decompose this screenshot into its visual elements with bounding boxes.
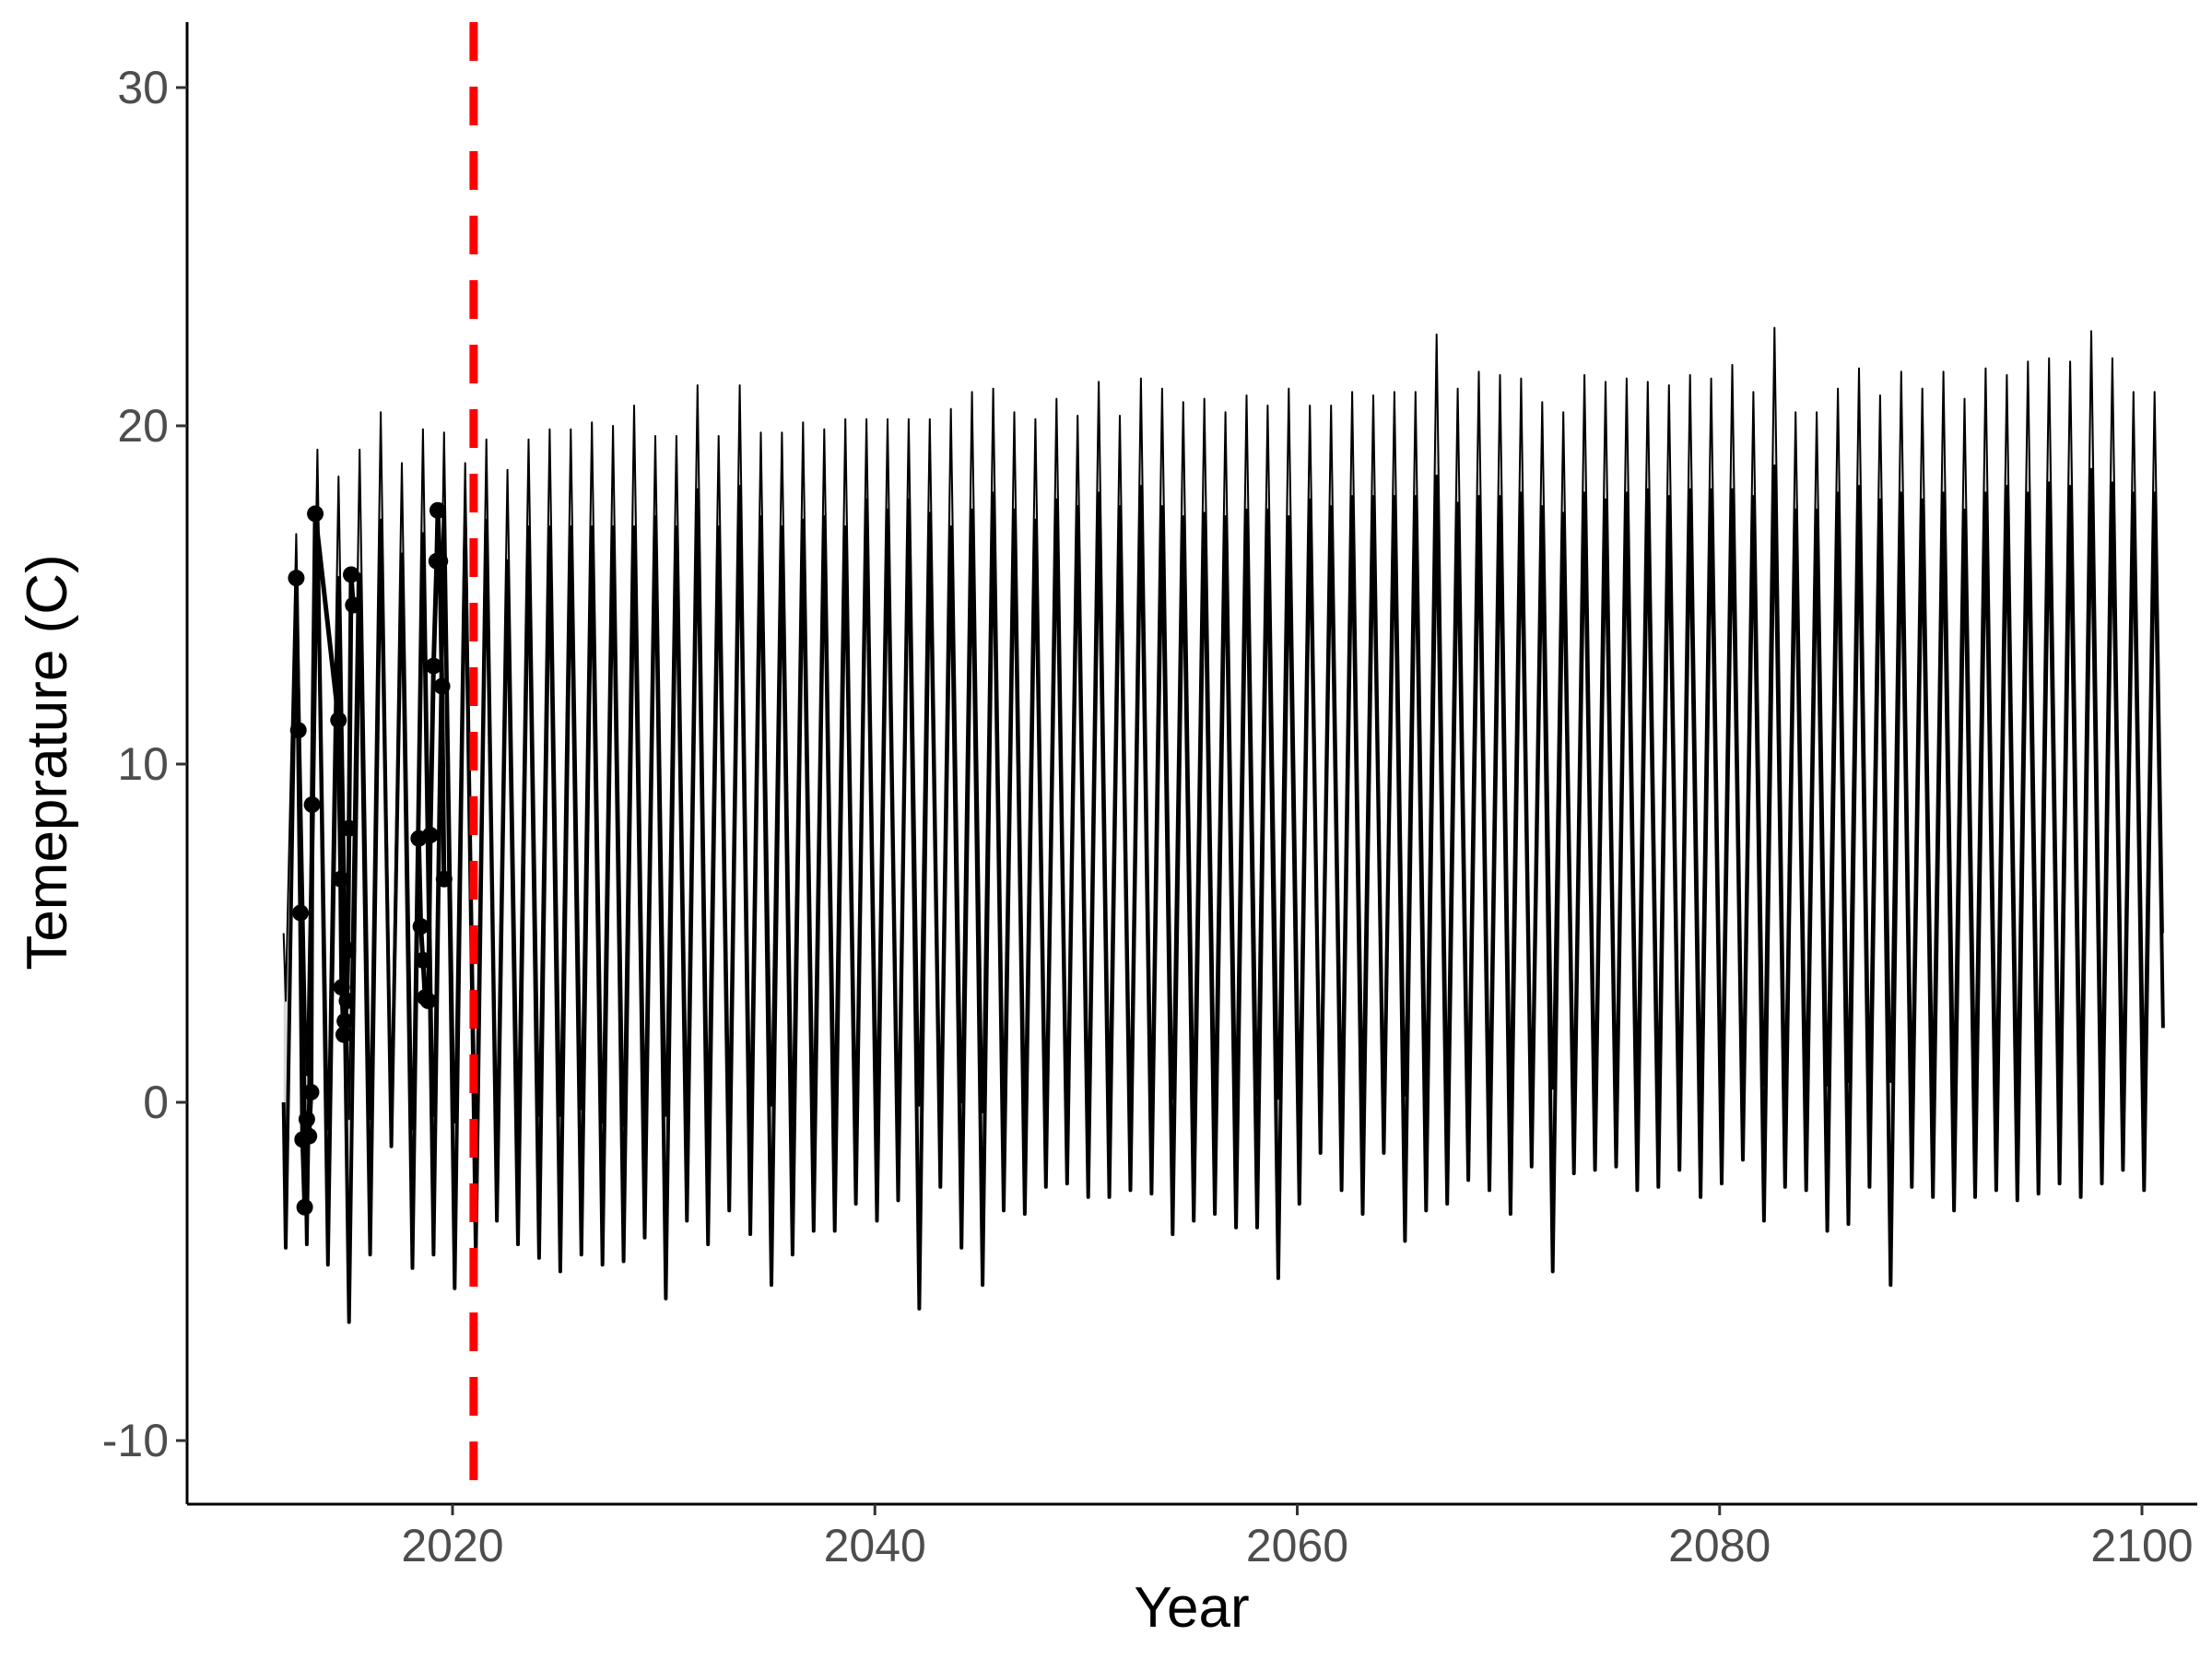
x-tick-label: 2040 <box>824 1520 926 1571</box>
y-tick-label: 30 <box>117 62 169 113</box>
observation-point <box>431 552 449 570</box>
observation-point <box>338 992 356 1009</box>
observation-point <box>339 941 357 959</box>
band-lower-line <box>281 465 2165 1324</box>
observation-point <box>292 904 310 922</box>
y-axis-ticks: -10 0 10 20 30 <box>102 62 187 1466</box>
observation-point <box>303 796 321 814</box>
y-tick-label: 0 <box>143 1077 169 1128</box>
y-axis-title: Temeprature (C) <box>16 554 79 970</box>
observation-point <box>335 1026 353 1043</box>
observation-point <box>421 827 439 844</box>
observation-point <box>425 657 442 675</box>
y-tick-label: 20 <box>117 400 169 452</box>
observation-point <box>332 870 349 888</box>
observation-point <box>429 501 446 519</box>
observation-point <box>419 992 437 1009</box>
x-tick-label: 2080 <box>1668 1520 1771 1571</box>
observation-point <box>302 1083 320 1100</box>
x-tick-label: 2100 <box>2090 1520 2193 1571</box>
observation-point <box>288 570 305 587</box>
observations-layer <box>288 501 453 1216</box>
observation-point <box>333 979 350 996</box>
x-tick-label: 2020 <box>401 1520 503 1571</box>
observation-point <box>298 1111 315 1128</box>
observation-line <box>293 511 356 1210</box>
observation-point <box>296 1198 313 1216</box>
observation-point <box>340 819 358 837</box>
projection-band <box>281 326 2165 1324</box>
x-axis-ticks: 2020 2040 2060 2080 2100 <box>401 1504 2194 1571</box>
observation-point <box>300 1127 318 1145</box>
observation-point <box>433 677 451 695</box>
observation-point <box>343 566 360 583</box>
observation-point <box>435 870 453 888</box>
observation-point <box>307 505 324 523</box>
x-tick-label: 2060 <box>1246 1520 1348 1571</box>
x-axis-title: Year <box>1134 1576 1249 1640</box>
observation-point <box>412 918 429 935</box>
observation-point <box>414 951 431 969</box>
y-tick-label: 10 <box>117 738 169 790</box>
observation-point <box>336 1012 354 1030</box>
observation-point <box>289 722 307 739</box>
observation-point <box>330 712 347 729</box>
y-tick-label: -10 <box>102 1415 169 1466</box>
observation-point <box>345 596 362 614</box>
